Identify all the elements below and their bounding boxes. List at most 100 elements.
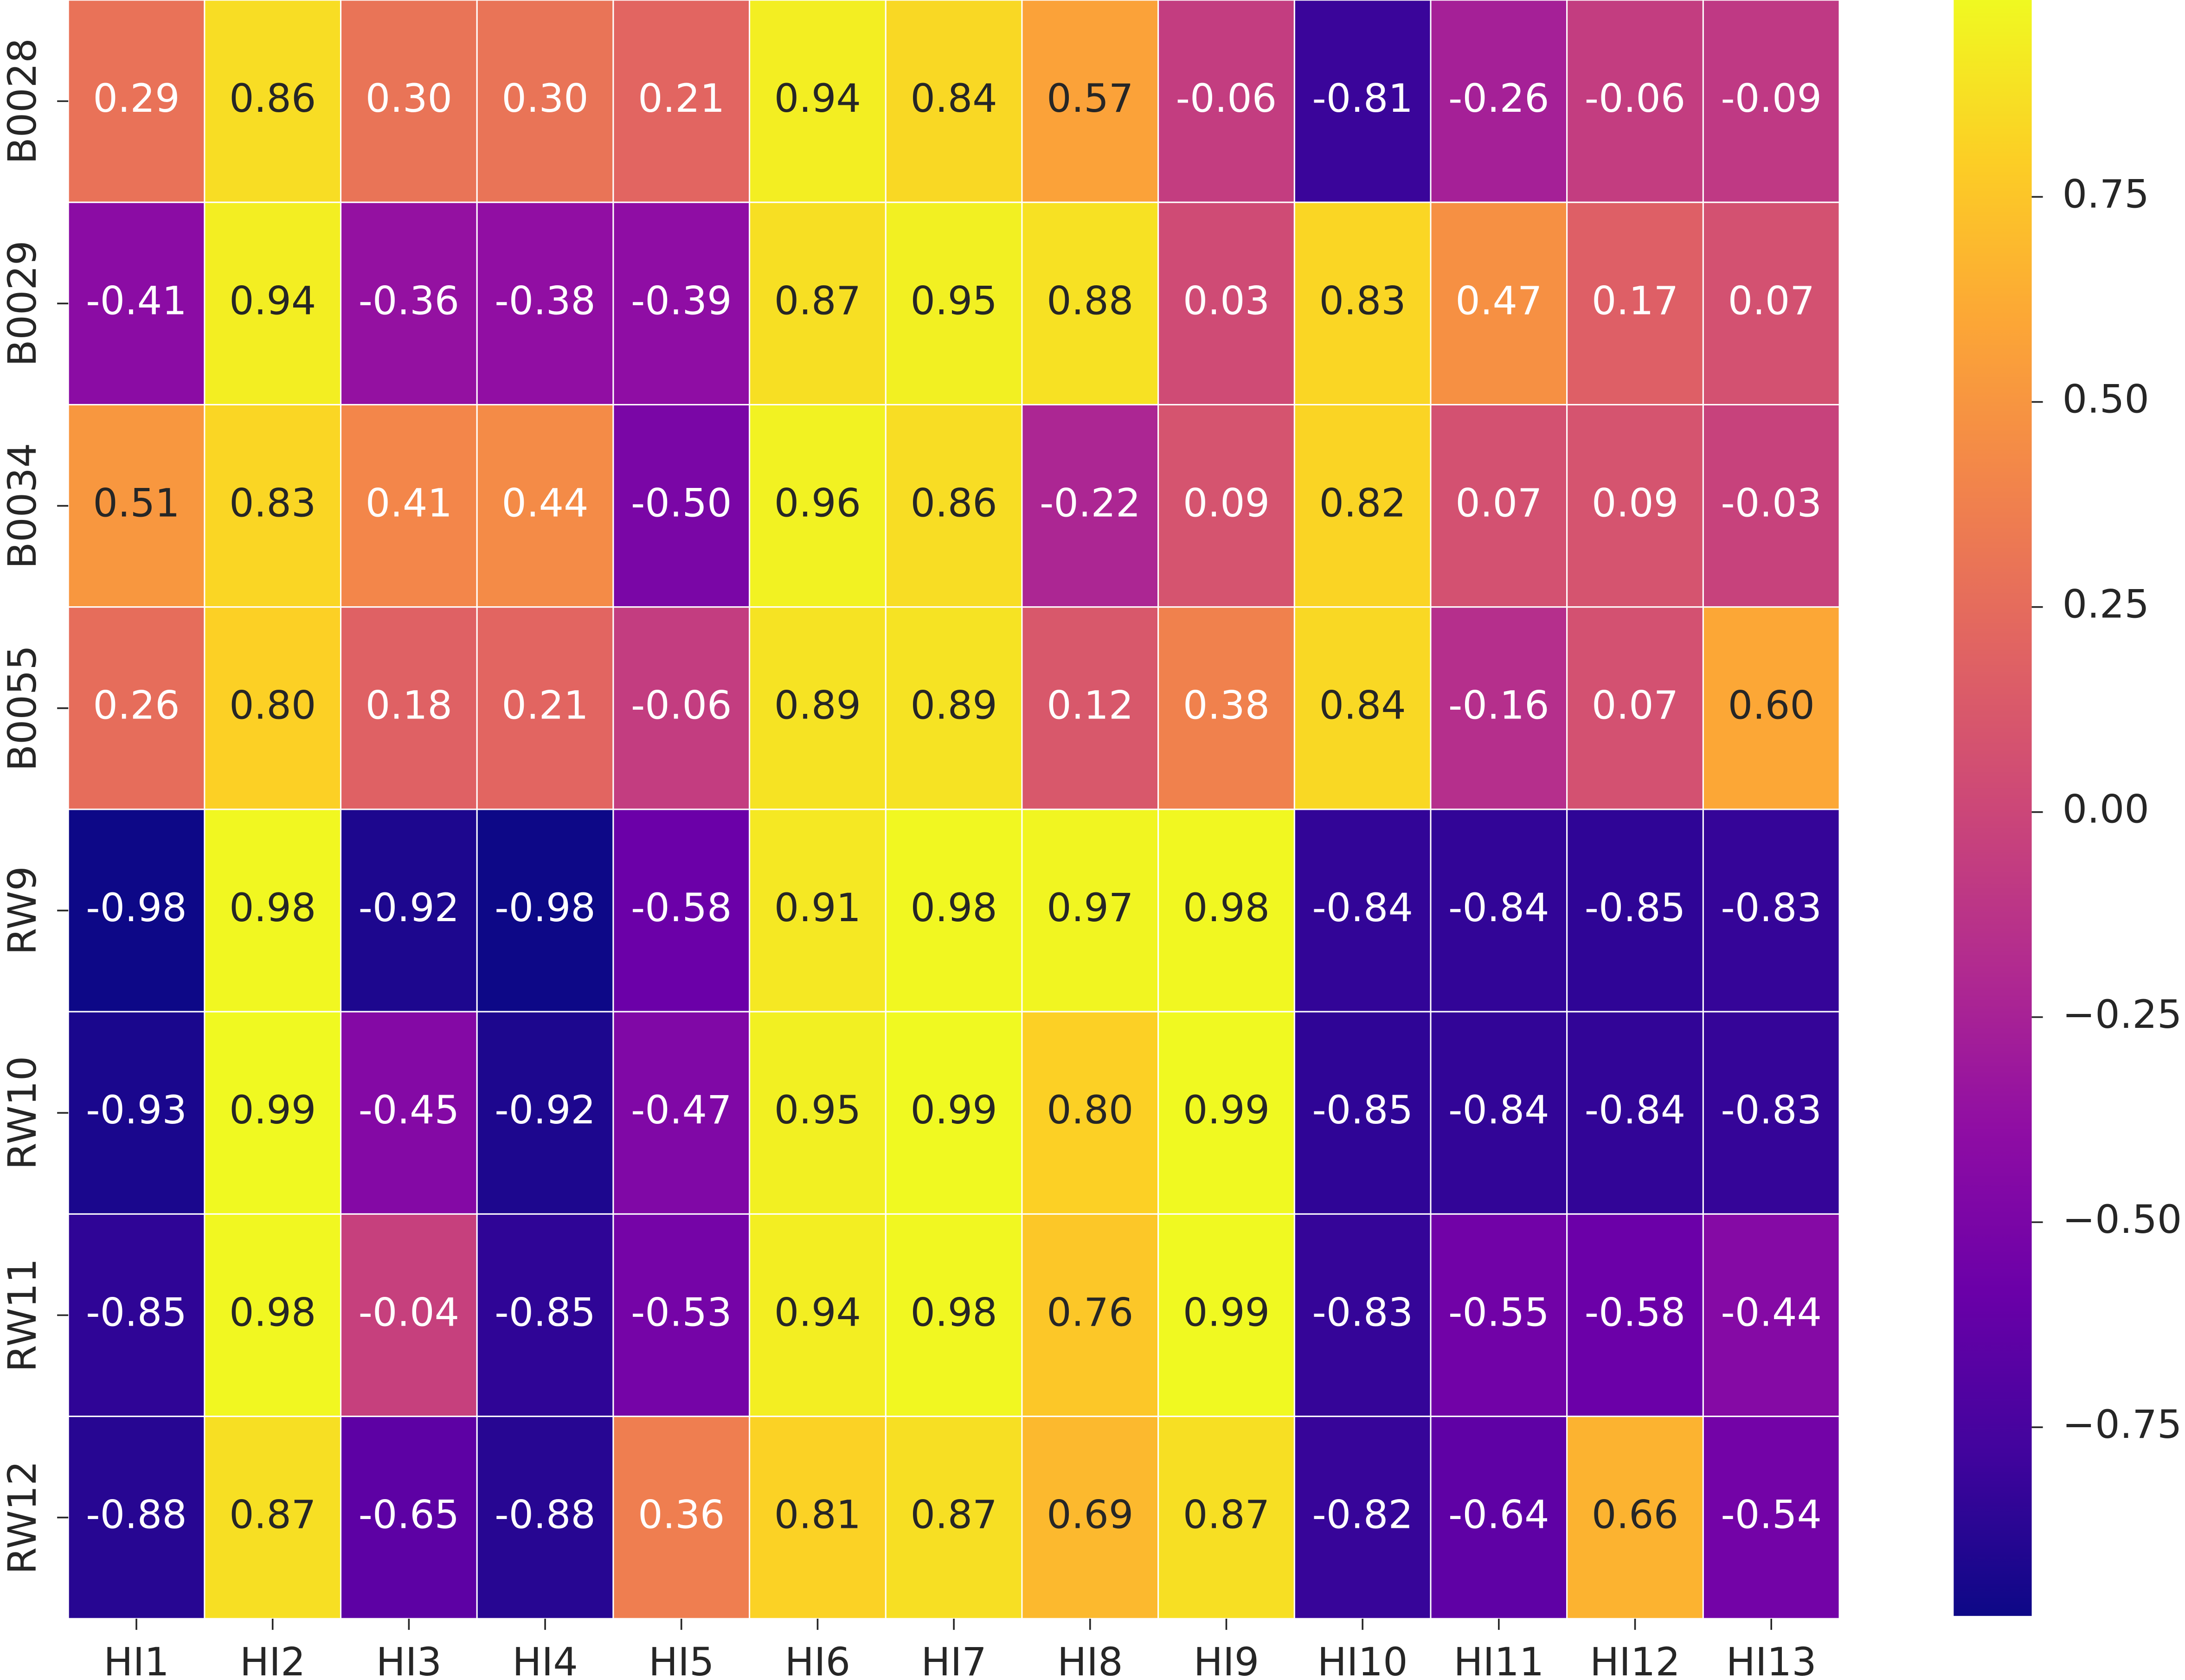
cell-label: -0.47 bbox=[631, 1087, 732, 1133]
y-tick-label: RW9 bbox=[0, 866, 45, 955]
cell-label: 0.57 bbox=[1047, 76, 1133, 121]
cell-label: 0.99 bbox=[1183, 1087, 1270, 1133]
x-tick-label: HI7 bbox=[921, 1639, 987, 1680]
cell-label: 0.29 bbox=[93, 76, 180, 121]
cell-label: 0.30 bbox=[501, 76, 588, 121]
cell bbox=[204, 1213, 342, 1417]
cell-label: 0.94 bbox=[774, 1289, 861, 1335]
cell-label: 0.44 bbox=[501, 481, 588, 526]
cell bbox=[1157, 1213, 1295, 1417]
cell-label: -0.55 bbox=[1448, 1289, 1549, 1335]
cell bbox=[204, 808, 342, 1013]
y-tick-label: RW12 bbox=[0, 1461, 45, 1574]
cell bbox=[340, 0, 478, 203]
cell-label: 0.89 bbox=[910, 683, 997, 728]
y-tick-label: B0034 bbox=[0, 443, 45, 569]
cell bbox=[1293, 404, 1432, 608]
cell bbox=[1157, 0, 1295, 203]
cell-label: -0.82 bbox=[1312, 1492, 1413, 1538]
cell bbox=[612, 1011, 751, 1215]
cell bbox=[204, 201, 342, 405]
cell-label: -0.38 bbox=[495, 278, 596, 323]
cell bbox=[612, 1213, 751, 1417]
cell bbox=[749, 1416, 887, 1620]
cell-label: 0.81 bbox=[774, 1492, 861, 1538]
cell-label: 0.96 bbox=[774, 481, 861, 526]
cell bbox=[749, 1011, 887, 1215]
cell-label: -0.83 bbox=[1721, 1087, 1822, 1133]
cell-label: 0.30 bbox=[366, 76, 452, 121]
cell-label: -0.85 bbox=[86, 1289, 187, 1335]
cell-label: 0.91 bbox=[774, 885, 861, 930]
cell bbox=[1293, 201, 1432, 405]
cell-label: -0.09 bbox=[1721, 76, 1822, 121]
cell bbox=[340, 1011, 478, 1215]
cell-label: 0.69 bbox=[1047, 1492, 1133, 1538]
cell-label: -0.06 bbox=[1585, 76, 1686, 121]
cell-label: -0.44 bbox=[1721, 1289, 1822, 1335]
cell-label: -0.53 bbox=[631, 1289, 732, 1335]
cell bbox=[1430, 0, 1568, 203]
cell-label: 0.76 bbox=[1047, 1289, 1133, 1335]
cell-label: 0.83 bbox=[229, 481, 316, 526]
cell bbox=[1566, 1011, 1704, 1215]
cell-label: -0.92 bbox=[495, 1087, 596, 1133]
cell-label: 0.99 bbox=[229, 1087, 316, 1133]
cell bbox=[1566, 0, 1704, 203]
cell bbox=[1293, 1416, 1432, 1620]
cell-label: -0.22 bbox=[1040, 481, 1141, 526]
cell bbox=[476, 606, 614, 810]
cell-label: 0.88 bbox=[1047, 278, 1133, 323]
cell bbox=[1021, 1213, 1159, 1417]
colorbar-tick-label: −0.75 bbox=[2063, 1402, 2182, 1447]
cell bbox=[885, 201, 1023, 405]
cell bbox=[1157, 1416, 1295, 1620]
cell-label: 0.80 bbox=[229, 683, 316, 728]
cell-label: 0.80 bbox=[1047, 1087, 1133, 1133]
cell bbox=[749, 201, 887, 405]
cell-label: -0.03 bbox=[1721, 481, 1822, 526]
cell-label: 0.51 bbox=[93, 481, 180, 526]
y-tick-label: RW10 bbox=[0, 1056, 45, 1170]
cell-label: 0.98 bbox=[910, 1289, 997, 1335]
x-tick-label: HI11 bbox=[1453, 1639, 1544, 1680]
x-tick-label: HI12 bbox=[1590, 1639, 1680, 1680]
cell-label: 0.07 bbox=[1455, 481, 1542, 526]
cell bbox=[749, 808, 887, 1013]
cell bbox=[1430, 606, 1568, 810]
x-tick-label: HI2 bbox=[240, 1639, 306, 1680]
cell bbox=[1293, 606, 1432, 810]
cell bbox=[1566, 606, 1704, 810]
x-tick-label: HI6 bbox=[785, 1639, 851, 1680]
cell bbox=[612, 1416, 751, 1620]
cell-label: -0.54 bbox=[1721, 1492, 1822, 1538]
cell-label: -0.58 bbox=[631, 885, 732, 930]
colorbar-tick-label: 0.75 bbox=[2063, 171, 2149, 217]
y-tick-label: B0028 bbox=[0, 38, 45, 164]
cell bbox=[67, 1416, 206, 1620]
cell bbox=[1430, 404, 1568, 608]
cell bbox=[749, 0, 887, 203]
cell bbox=[1157, 1011, 1295, 1215]
cell-label: 0.26 bbox=[93, 683, 180, 728]
cell-label: -0.16 bbox=[1448, 683, 1549, 728]
cell-label: -0.88 bbox=[86, 1492, 187, 1538]
cell bbox=[1021, 1011, 1159, 1215]
cell bbox=[1293, 1011, 1432, 1215]
cell bbox=[1157, 201, 1295, 405]
cell bbox=[885, 1213, 1023, 1417]
cell bbox=[1702, 808, 1840, 1013]
cell bbox=[1566, 1213, 1704, 1417]
x-tick-label: HI8 bbox=[1057, 1639, 1123, 1680]
cell-label: 0.07 bbox=[1728, 278, 1815, 323]
cell bbox=[749, 404, 887, 608]
cell-label: -0.88 bbox=[495, 1492, 596, 1538]
cell bbox=[1430, 1011, 1568, 1215]
x-tick-label: HI5 bbox=[649, 1639, 714, 1680]
cell bbox=[1566, 1416, 1704, 1620]
cell-label: 0.94 bbox=[229, 278, 316, 323]
cell-label: 0.98 bbox=[229, 885, 316, 930]
cell-label: -0.84 bbox=[1585, 1087, 1686, 1133]
cell bbox=[67, 606, 206, 810]
